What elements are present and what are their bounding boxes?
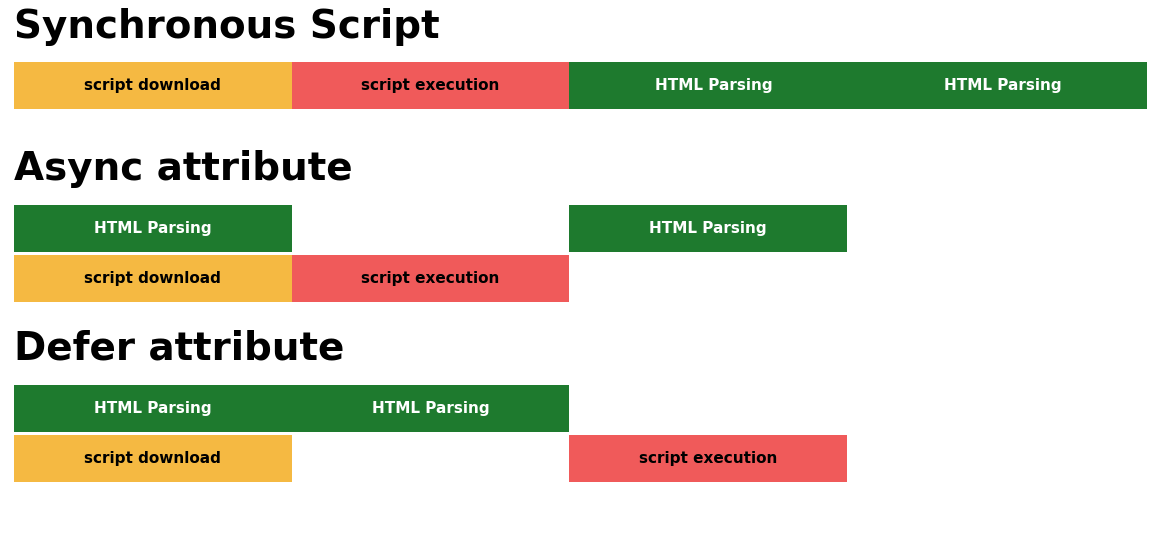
Bar bbox=[14, 385, 291, 432]
Bar bbox=[569, 435, 846, 482]
Bar bbox=[291, 62, 569, 109]
Text: HTML Parsing: HTML Parsing bbox=[94, 401, 211, 416]
Bar bbox=[14, 205, 291, 252]
Text: script execution: script execution bbox=[361, 78, 499, 93]
Bar bbox=[14, 255, 291, 302]
Text: Async attribute: Async attribute bbox=[14, 150, 353, 188]
Bar bbox=[858, 62, 1147, 109]
Text: script execution: script execution bbox=[361, 271, 499, 286]
Text: script download: script download bbox=[85, 451, 222, 466]
Text: HTML Parsing: HTML Parsing bbox=[655, 78, 772, 93]
Text: Synchronous Script: Synchronous Script bbox=[14, 8, 440, 46]
Text: script execution: script execution bbox=[639, 451, 777, 466]
Bar bbox=[14, 62, 291, 109]
Text: Defer attribute: Defer attribute bbox=[14, 330, 345, 368]
Bar bbox=[569, 62, 858, 109]
Text: script download: script download bbox=[85, 271, 222, 286]
Text: HTML Parsing: HTML Parsing bbox=[94, 221, 211, 236]
Bar bbox=[14, 435, 291, 482]
Bar bbox=[291, 385, 569, 432]
Bar bbox=[291, 255, 569, 302]
Text: script download: script download bbox=[85, 78, 222, 93]
Text: HTML Parsing: HTML Parsing bbox=[372, 401, 489, 416]
Bar bbox=[569, 205, 846, 252]
Text: HTML Parsing: HTML Parsing bbox=[944, 78, 1061, 93]
Text: HTML Parsing: HTML Parsing bbox=[649, 221, 766, 236]
